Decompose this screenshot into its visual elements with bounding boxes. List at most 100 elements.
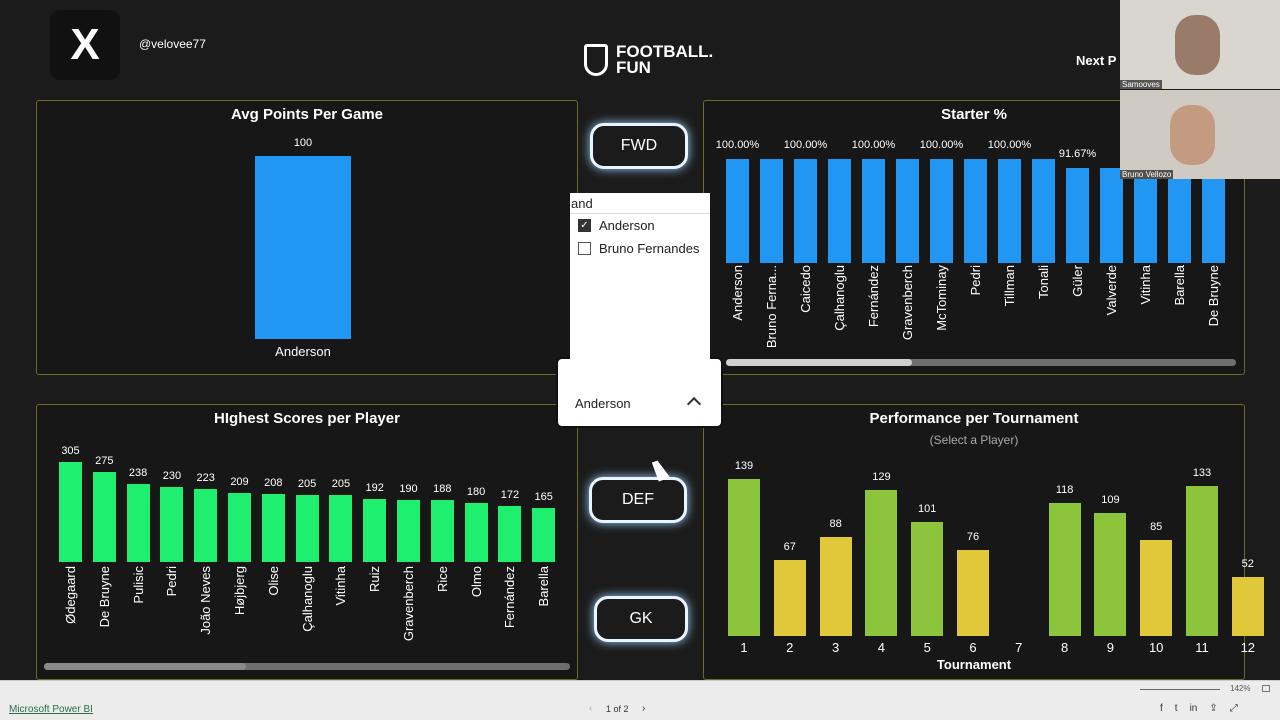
starter-category-label: Pedri (968, 265, 983, 296)
performance-bar[interactable] (773, 560, 806, 636)
next-page-link[interactable]: Next P (1076, 53, 1117, 68)
highest-bar[interactable] (498, 505, 522, 562)
slicer-selected-value[interactable]: Anderson (575, 396, 631, 411)
starter-bar[interactable] (896, 159, 919, 263)
starter-bar[interactable] (794, 159, 817, 263)
highest-data-label: 192 (365, 482, 384, 495)
fwd-button[interactable]: FWD (590, 123, 688, 169)
highest-bar[interactable] (261, 493, 285, 562)
performance-data-label: 76 (966, 531, 980, 544)
gk-button[interactable]: GK (594, 596, 688, 642)
checkbox-checked-icon[interactable]: ✓ (578, 219, 591, 232)
starter-bar[interactable] (1066, 167, 1089, 263)
highest-bar[interactable] (329, 494, 353, 562)
avg-points-panel: Avg Points Per Game 100 Anderson (36, 100, 578, 375)
power-bi-link[interactable]: Microsoft Power BI (9, 704, 93, 715)
starter-bar[interactable] (930, 159, 953, 263)
def-button[interactable]: DEF (589, 477, 687, 523)
highest-data-label: 180 (466, 485, 486, 498)
highest-category-label: Olise (265, 566, 281, 596)
highest-bar[interactable] (397, 499, 420, 562)
highest-category-label: Vitinha (333, 566, 349, 606)
starter-bar[interactable] (998, 159, 1021, 263)
starter-bar[interactable] (1168, 167, 1191, 263)
avg-bar-anderson[interactable] (255, 156, 351, 339)
performance-data-label: 129 (872, 471, 891, 484)
starter-category-label: Barella (1172, 265, 1187, 306)
performance-bar[interactable] (957, 550, 989, 636)
starter-category-label: Anderson (730, 265, 745, 321)
starter-category-label: De Bruyne (1206, 265, 1221, 327)
starter-scrollbar[interactable] (726, 359, 1236, 366)
performance-panel: Performance per Tournament (Select a Pla… (703, 404, 1264, 680)
starter-bar[interactable] (760, 159, 783, 263)
performance-bar[interactable] (865, 490, 898, 636)
highest-bar[interactable] (295, 494, 319, 562)
share-icon[interactable]: ⇪ (1209, 703, 1218, 714)
highest-bar[interactable] (430, 500, 454, 562)
next-page-icon[interactable]: › (642, 703, 646, 714)
performance-data-label: 139 (734, 460, 754, 472)
footer-bar: 142% Microsoft Power BI ‹ 1 of 2 › f t in ⇪… (0, 680, 1280, 720)
starter-bar[interactable] (1134, 167, 1157, 263)
performance-bar[interactable] (1186, 485, 1218, 636)
avg-category-label: Anderson (275, 344, 331, 359)
starter-bar[interactable] (1202, 167, 1225, 263)
highest-bar[interactable] (194, 488, 218, 562)
highest-category-label: De Bruyne (96, 566, 112, 628)
performance-data-label: 133 (1192, 466, 1212, 479)
highest-data-label: 165 (534, 490, 553, 503)
twitter-icon[interactable]: t (1174, 703, 1178, 714)
highest-category-label: Gravenberch (401, 566, 416, 642)
highest-bar[interactable] (59, 462, 82, 562)
highest-data-label: 238 (128, 466, 148, 479)
highest-bar[interactable] (160, 486, 184, 562)
linkedin-icon[interactable]: in (1189, 703, 1198, 714)
slicer-option-anderson[interactable]: ✓ Anderson (570, 214, 710, 237)
starter-data-label: 100.00% (783, 139, 828, 151)
starter-bar[interactable] (862, 159, 885, 263)
x-logo-tile[interactable]: X (50, 10, 120, 80)
zoom-slider[interactable] (1140, 689, 1220, 690)
performance-subtitle: (Select a Player) (929, 433, 1019, 447)
fit-page-icon[interactable] (1262, 685, 1270, 692)
checkbox-icon[interactable] (578, 242, 591, 255)
starter-data-label: 100.00% (919, 139, 964, 151)
starter-bar[interactable] (726, 159, 749, 263)
highest-title: HIghest Scores per Player (214, 410, 400, 427)
performance-bar[interactable] (1094, 512, 1127, 636)
starter-category-label: Valverde (1104, 265, 1119, 316)
performance-bar[interactable] (819, 536, 852, 636)
slicer-search-input[interactable]: and (570, 193, 710, 214)
highest-bar[interactable] (464, 502, 488, 562)
highest-bar[interactable] (532, 507, 556, 562)
starter-bar[interactable] (964, 159, 987, 263)
performance-tick-label: 9 (1106, 640, 1114, 655)
facebook-icon[interactable]: f (1160, 703, 1163, 714)
highest-scroll-thumb[interactable] (44, 663, 246, 670)
highest-bar[interactable] (363, 499, 387, 562)
performance-bar[interactable] (911, 521, 944, 636)
starter-bar[interactable] (828, 159, 851, 263)
starter-scroll-thumb[interactable] (726, 359, 912, 366)
starter-bar[interactable] (1100, 167, 1123, 263)
prev-page-icon[interactable]: ‹ (589, 703, 593, 714)
performance-tick-label: 7 (1015, 640, 1023, 655)
highest-bar[interactable] (92, 471, 116, 562)
highest-bar[interactable] (126, 483, 150, 562)
fullscreen-icon[interactable]: ⤢ (1229, 703, 1238, 714)
slicer-option-bruno-fernandes[interactable]: Bruno Fernandes (570, 237, 710, 260)
performance-bar[interactable] (1231, 577, 1264, 636)
highest-scrollbar[interactable] (44, 663, 570, 670)
brand-line2: FUN (616, 58, 651, 77)
performance-bar[interactable] (1140, 539, 1173, 636)
performance-bar[interactable] (1048, 502, 1081, 636)
highest-data-label: 190 (399, 482, 418, 495)
page-indicator: 1 of 2 (606, 704, 629, 714)
performance-data-label: 88 (829, 517, 842, 530)
highest-data-label: 209 (230, 476, 249, 489)
starter-category-label: Güler (1070, 265, 1085, 297)
highest-bar[interactable] (228, 493, 251, 562)
performance-bar[interactable] (728, 479, 760, 636)
starter-bar[interactable] (1032, 159, 1055, 263)
